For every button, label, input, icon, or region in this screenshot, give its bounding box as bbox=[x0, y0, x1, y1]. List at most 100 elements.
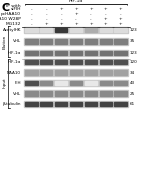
Bar bbox=[70, 81, 82, 85]
Bar bbox=[55, 91, 67, 96]
Text: -: - bbox=[105, 12, 106, 16]
Bar bbox=[70, 28, 82, 32]
Text: -: - bbox=[90, 12, 92, 16]
Bar bbox=[114, 60, 127, 64]
Text: 43: 43 bbox=[130, 81, 135, 85]
Text: VHL: VHL bbox=[13, 92, 21, 96]
Text: -: - bbox=[31, 12, 32, 16]
Bar bbox=[85, 51, 97, 55]
Bar bbox=[24, 101, 128, 107]
Text: -: - bbox=[120, 12, 121, 16]
Text: NAA10: NAA10 bbox=[7, 71, 21, 75]
Bar bbox=[85, 39, 97, 44]
Text: 25: 25 bbox=[130, 92, 135, 96]
Bar bbox=[25, 102, 38, 106]
Text: -: - bbox=[60, 17, 62, 21]
Text: 34: 34 bbox=[130, 71, 135, 75]
Bar bbox=[25, 81, 38, 85]
Bar bbox=[70, 102, 82, 106]
Bar bbox=[24, 27, 128, 33]
Text: +: + bbox=[44, 22, 48, 26]
Text: +: + bbox=[104, 7, 108, 11]
Text: +: + bbox=[119, 7, 122, 11]
Text: -: - bbox=[45, 7, 47, 11]
Text: 35: 35 bbox=[130, 39, 135, 44]
Text: -: - bbox=[75, 17, 77, 21]
Text: HIF-1α: HIF-1α bbox=[69, 0, 83, 3]
Bar bbox=[85, 81, 97, 85]
Text: 123: 123 bbox=[130, 28, 138, 32]
Bar bbox=[85, 60, 97, 64]
Text: VHL: VHL bbox=[13, 39, 21, 44]
Text: Elution: Elution bbox=[3, 34, 7, 49]
Bar bbox=[55, 28, 67, 32]
Bar bbox=[114, 51, 127, 55]
Bar bbox=[40, 39, 52, 44]
Text: IP with: IP with bbox=[6, 4, 21, 8]
Text: C: C bbox=[1, 3, 9, 13]
Bar bbox=[114, 70, 127, 75]
Text: pcHAA10: pcHAA10 bbox=[1, 12, 21, 16]
Text: β-tubulin: β-tubulin bbox=[3, 102, 21, 106]
Text: +: + bbox=[119, 22, 122, 26]
Bar bbox=[100, 102, 112, 106]
Text: +: + bbox=[59, 22, 63, 26]
Bar bbox=[40, 28, 52, 32]
Text: HIF-1α: HIF-1α bbox=[8, 60, 21, 64]
Bar bbox=[55, 60, 67, 64]
Bar bbox=[55, 39, 67, 44]
Bar bbox=[100, 81, 112, 85]
Text: +: + bbox=[89, 22, 93, 26]
Bar bbox=[40, 51, 52, 55]
Bar bbox=[70, 39, 82, 44]
Bar bbox=[25, 28, 38, 32]
Text: 120: 120 bbox=[130, 60, 138, 64]
Bar bbox=[114, 102, 127, 106]
Text: -: - bbox=[60, 12, 62, 16]
Bar bbox=[85, 91, 97, 96]
Bar bbox=[85, 28, 97, 32]
Text: MG132: MG132 bbox=[6, 22, 21, 26]
Text: Input: Input bbox=[3, 78, 7, 88]
Bar bbox=[100, 60, 112, 64]
Text: +: + bbox=[74, 22, 78, 26]
Text: -: - bbox=[31, 17, 32, 21]
Bar bbox=[70, 91, 82, 96]
Text: +: + bbox=[59, 7, 63, 11]
Text: +: + bbox=[89, 7, 93, 11]
Bar bbox=[24, 80, 128, 86]
Bar bbox=[40, 60, 52, 64]
Bar bbox=[85, 70, 97, 75]
Bar bbox=[25, 91, 38, 96]
Bar bbox=[70, 70, 82, 75]
Text: FIH: FIH bbox=[15, 81, 21, 85]
Bar bbox=[24, 38, 128, 45]
Bar bbox=[85, 102, 97, 106]
Bar bbox=[24, 90, 128, 97]
Text: +: + bbox=[74, 12, 78, 16]
Bar bbox=[25, 60, 38, 64]
Bar bbox=[55, 51, 67, 55]
Text: siFIH: siFIH bbox=[11, 7, 21, 11]
Bar bbox=[114, 81, 127, 85]
Text: -: - bbox=[45, 12, 47, 16]
Bar bbox=[114, 91, 127, 96]
Text: +: + bbox=[74, 7, 78, 11]
Bar bbox=[24, 59, 128, 65]
Text: +: + bbox=[104, 17, 108, 21]
Text: pcNAA10 W28P: pcNAA10 W28P bbox=[0, 17, 21, 21]
Bar bbox=[100, 28, 112, 32]
Text: -: - bbox=[45, 17, 47, 21]
Text: -: - bbox=[31, 22, 32, 26]
Bar bbox=[100, 91, 112, 96]
Text: AcetylHK: AcetylHK bbox=[3, 28, 21, 32]
Bar bbox=[70, 60, 82, 64]
Bar bbox=[100, 51, 112, 55]
Text: +: + bbox=[119, 17, 122, 21]
Bar bbox=[100, 39, 112, 44]
Text: -: - bbox=[90, 17, 92, 21]
Bar bbox=[55, 70, 67, 75]
Text: -: - bbox=[31, 7, 32, 11]
Bar bbox=[24, 50, 128, 56]
Bar bbox=[24, 69, 128, 76]
